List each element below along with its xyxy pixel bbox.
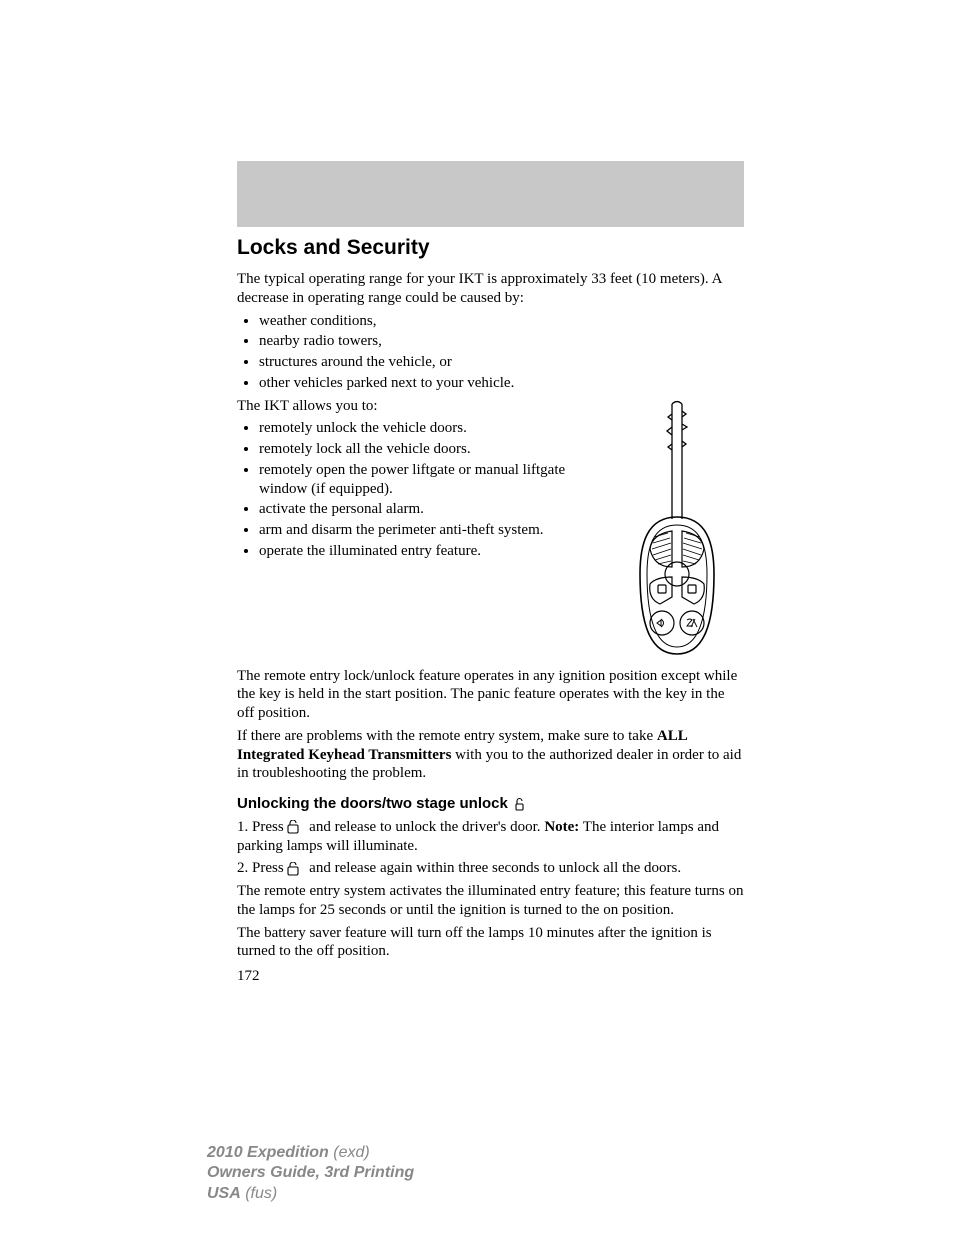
page: Locks and Security The typical operating… — [0, 0, 954, 1235]
list-item: other vehicles parked next to your vehic… — [259, 374, 744, 393]
footer-line-3: USA (fus) — [207, 1184, 414, 1205]
list-item: activate the personal alarm. — [259, 500, 599, 519]
allows-paragraph: The IKT allows you to: — [237, 397, 599, 416]
list-item: arm and disarm the perimeter anti-theft … — [259, 521, 599, 540]
text: If there are problems with the remote en… — [237, 728, 657, 744]
troubleshoot-paragraph: If there are problems with the remote en… — [237, 727, 744, 783]
text: 1. Press — [237, 819, 287, 835]
list-item: remotely open the power liftgate or manu… — [259, 461, 599, 499]
section-title: Locks and Security — [237, 236, 430, 260]
unlock-button-icon — [287, 820, 305, 834]
feature-column: The IKT allows you to: remotely unlock t… — [237, 397, 599, 659]
step-1: 1. Press and release to unlock the drive… — [237, 818, 744, 856]
page-number: 172 — [237, 967, 744, 986]
list-item: structures around the vehicle, or — [259, 353, 744, 372]
unlock-icon — [512, 796, 528, 812]
list-item: remotely unlock the vehicle doors. — [259, 419, 599, 438]
footer-region: USA — [207, 1185, 241, 1202]
key-fob-icon — [632, 399, 722, 659]
footer-model: 2010 Expedition — [207, 1144, 329, 1161]
footer: 2010 Expedition (exd) Owners Guide, 3rd … — [207, 1143, 414, 1205]
intro-paragraph: The typical operating range for your IKT… — [237, 270, 744, 308]
text: and release to unlock the driver's door. — [309, 819, 544, 835]
unlock-subheading: Unlocking the doors/two stage unlock — [237, 795, 744, 814]
step-2: 2. Press and release again within three … — [237, 859, 744, 878]
feature-list: remotely unlock the vehicle doors. remot… — [237, 419, 599, 560]
footer-line-1: 2010 Expedition (exd) — [207, 1143, 414, 1164]
remote-entry-paragraph: The remote entry lock/unlock feature ope… — [237, 667, 744, 723]
battery-saver-paragraph: The battery saver feature will turn off … — [237, 924, 744, 962]
illuminated-entry-paragraph: The remote entry system activates the il… — [237, 882, 744, 920]
footer-region-code: (fus) — [241, 1185, 277, 1202]
footer-line-2: Owners Guide, 3rd Printing — [207, 1163, 414, 1184]
note-label: Note: — [544, 819, 579, 835]
key-fob-figure — [609, 397, 744, 659]
text: and release again within three seconds t… — [309, 860, 681, 876]
list-item: remotely lock all the vehicle doors. — [259, 440, 599, 459]
cause-list: weather conditions, nearby radio towers,… — [237, 312, 744, 393]
footer-code: (exd) — [329, 1144, 370, 1161]
subheading-text: Unlocking the doors/two stage unlock — [237, 795, 508, 814]
text: 2. Press — [237, 860, 287, 876]
list-item: weather conditions, — [259, 312, 744, 331]
header-band — [237, 161, 744, 227]
two-column-section: The IKT allows you to: remotely unlock t… — [237, 397, 744, 659]
list-item: operate the illuminated entry feature. — [259, 542, 599, 561]
list-item: nearby radio towers, — [259, 332, 744, 351]
page-content: The typical operating range for your IKT… — [237, 270, 744, 986]
unlock-button-icon — [287, 862, 305, 876]
